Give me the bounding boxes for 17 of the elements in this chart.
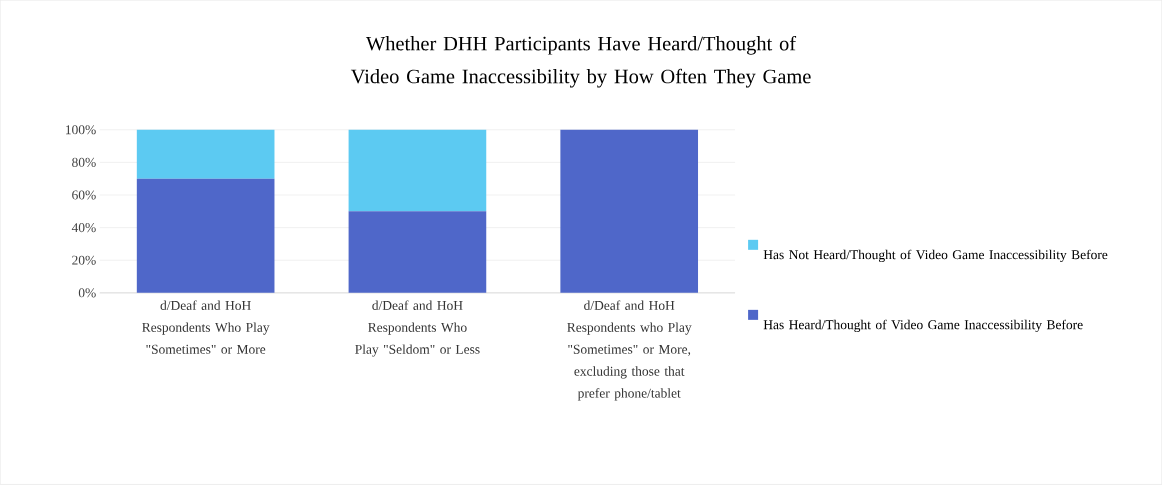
chart-title: Whether DHH Participants Have Heard/Thought of Video Game Inaccessibility by How Often They Game xyxy=(350,36,811,88)
y-tick-label: 60% xyxy=(72,190,96,200)
bar xyxy=(348,129,487,212)
x-tick-label: d/Deaf and HoH Respondents Who Play "Sometimes" or More xyxy=(142,300,270,355)
y-tick-label: 100% xyxy=(66,125,96,135)
x-tick-label: d/Deaf and HoH Respondents Who Play "Seldom" or Less xyxy=(355,300,480,357)
bar xyxy=(348,211,487,294)
y-tick-label: 0% xyxy=(78,288,96,298)
bar xyxy=(136,178,275,294)
bar xyxy=(560,129,699,294)
legend-label: Has Heard/Thought of Video Game Inaccessibility Before xyxy=(763,319,1083,333)
legend-label: Has Not Heard/Thought of Video Game Inaccessibility Before xyxy=(763,249,1108,263)
bar xyxy=(136,129,275,179)
y-tick-label: 20% xyxy=(72,255,96,265)
y-tick-label: 80% xyxy=(72,157,96,168)
x-tick-label: d/Deaf and HoH Respondents who Play "Sometimes" or More, excluding those that prefer phone/tablet xyxy=(567,300,692,401)
y-tick-label: 40% xyxy=(71,223,96,233)
